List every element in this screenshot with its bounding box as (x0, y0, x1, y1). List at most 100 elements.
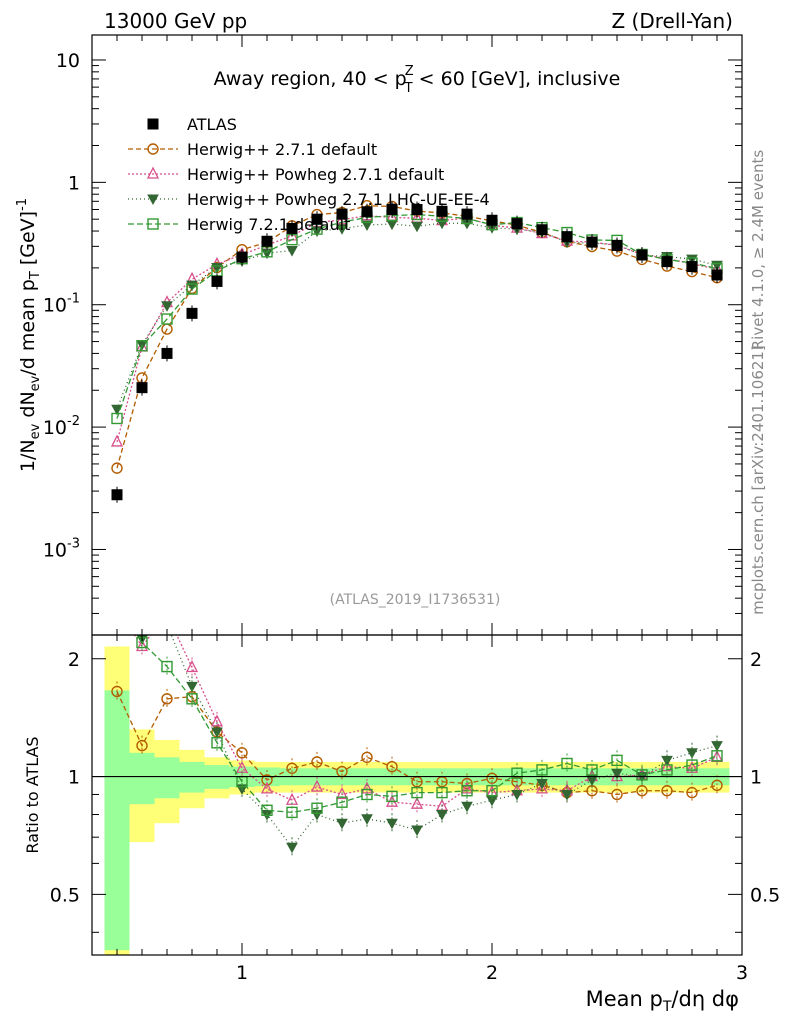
ratio-2-point-23 (686, 748, 698, 759)
ratio-1-point-0 (112, 602, 122, 612)
legend-label-4: Herwig 7.2.1 default (187, 215, 350, 234)
data-point-6 (261, 235, 273, 247)
series-line-2 (116, 222, 718, 410)
x-axis-label: Mean pT/dη dφ (586, 987, 739, 1015)
data-point-13 (436, 205, 448, 217)
data-point-22 (661, 256, 673, 268)
legend-label-0: ATLAS (187, 115, 237, 134)
band-inner-1 (129, 752, 155, 805)
x-tick-label: 3 (736, 962, 748, 984)
data-point-15 (486, 214, 498, 226)
series-3-point-1 (136, 340, 148, 352)
ratio-0-point-7 (286, 762, 298, 774)
rivet-version-label: Rivet 4.1.0, ≥ 2.4M events (749, 150, 767, 351)
ratio-2-point-9 (336, 818, 348, 830)
x-tick-label: 2 (486, 962, 498, 984)
ratio-0-point-5 (236, 747, 248, 759)
data-point-10 (361, 206, 373, 218)
chart-title-pre: Away region, 40 < p (214, 68, 407, 90)
ratio-1-point-2 (162, 608, 172, 618)
band-inner-3 (179, 761, 205, 793)
ratio-2-point-13 (436, 809, 448, 821)
ratio-1-point-22 (660, 759, 674, 772)
series-2-point-11 (386, 219, 398, 231)
ratio-3-point-8 (311, 802, 323, 814)
series-2-point-10 (361, 220, 373, 231)
header-left: 13000 GeV pp (104, 9, 247, 33)
ratio-3-point-12 (411, 786, 423, 799)
ratio-3-point-18 (561, 757, 573, 770)
chart-title: Away region, 40 < pZ T < 60 [GeV], inclus… (214, 64, 621, 96)
y-tick-exp: -2 (67, 414, 80, 429)
series-3-point-2 (161, 313, 173, 325)
data-point-1 (136, 382, 148, 394)
ratio-3-point-14 (461, 785, 473, 797)
ratio-2-point-4 (211, 727, 223, 739)
series-line-1 (116, 214, 718, 443)
legend-marker-1 (147, 143, 159, 155)
y-axis-label: 1/Nev dNev/d mean pT [GeV]-1 (15, 198, 43, 472)
legend-marker-4 (147, 218, 159, 230)
series-line-0 (116, 205, 718, 469)
band-inner-0 (104, 690, 130, 951)
chart-title-post: < 60 [GeV], inclusive (413, 68, 621, 90)
ratio-tick-label-right: 1 (750, 767, 762, 789)
ratio-1-point-8 (310, 779, 324, 792)
chart-title-sup: Z (405, 64, 414, 79)
data-point-7 (286, 222, 298, 234)
data-point-9 (336, 208, 348, 220)
ratio-0-point-8 (311, 756, 323, 768)
ratio-2-point-2 (162, 620, 172, 629)
data-point-11 (386, 203, 398, 215)
legend: ATLAS Herwig++ 2.7.1 default Herwig++ Powh… (128, 115, 490, 234)
ratio-0-point-20 (611, 788, 623, 801)
legend-label-2: Herwig++ Powheg 2.7.1 default (187, 165, 444, 184)
ratio-3-point-15 (486, 785, 498, 797)
ratio-2-point-11 (386, 818, 398, 830)
ratio-2-point-14 (461, 801, 473, 813)
data-point-18 (561, 231, 573, 243)
y-tick-label: 10 (56, 50, 80, 72)
y-tick-label: 10-2 (43, 414, 80, 439)
y-tick-exp: -1 (67, 292, 80, 307)
ratio-3-point-21 (636, 769, 648, 781)
data-point-17 (536, 224, 548, 236)
x-tick-label: 1 (236, 962, 248, 984)
ratio-0-point-1 (136, 739, 148, 752)
series-2-point-2 (161, 301, 173, 312)
ratio-3-point-17 (536, 764, 548, 776)
series-2-point-7 (286, 246, 298, 257)
ratio-2-point-16 (511, 789, 523, 801)
ratio-0-point-24 (711, 779, 723, 791)
data-point-8 (311, 213, 323, 225)
ratio-3-point-4 (211, 737, 223, 749)
ratio-1-point-9 (335, 787, 349, 800)
data-point-2 (161, 347, 173, 359)
data-point-4 (211, 275, 223, 287)
y-tick-label: 10-3 (43, 536, 80, 561)
ratio-0-point-23 (686, 786, 698, 799)
y-tick-exp: -3 (67, 536, 80, 551)
main-panel-series (110, 200, 724, 503)
ratio-1-point-12 (410, 796, 424, 809)
data-point-16 (511, 218, 523, 230)
ratio-3-point-20 (611, 754, 623, 767)
series-2-point-12 (411, 221, 423, 233)
ratio-panel-series (92, 586, 742, 858)
ratio-tick-label-left: 2 (68, 649, 80, 671)
ratio-3-point-22 (661, 764, 673, 776)
series-line-3 (116, 213, 718, 419)
data-point-23 (686, 261, 698, 273)
ratio-0-point-22 (661, 785, 673, 797)
legend-label-1: Herwig++ 2.7.1 default (187, 140, 377, 159)
ratio-tick-label-right: 2 (750, 649, 762, 671)
ratio-3-point-9 (336, 796, 348, 808)
ratio-2-point-12 (411, 825, 423, 837)
data-point-20 (611, 239, 623, 251)
ratio-2-point-0 (112, 586, 122, 595)
band-inner-2 (154, 757, 180, 799)
data-point-5 (236, 251, 248, 263)
chart-title-sub: T (404, 81, 413, 96)
ratio-tick-label-left: 0.5 (50, 884, 80, 906)
